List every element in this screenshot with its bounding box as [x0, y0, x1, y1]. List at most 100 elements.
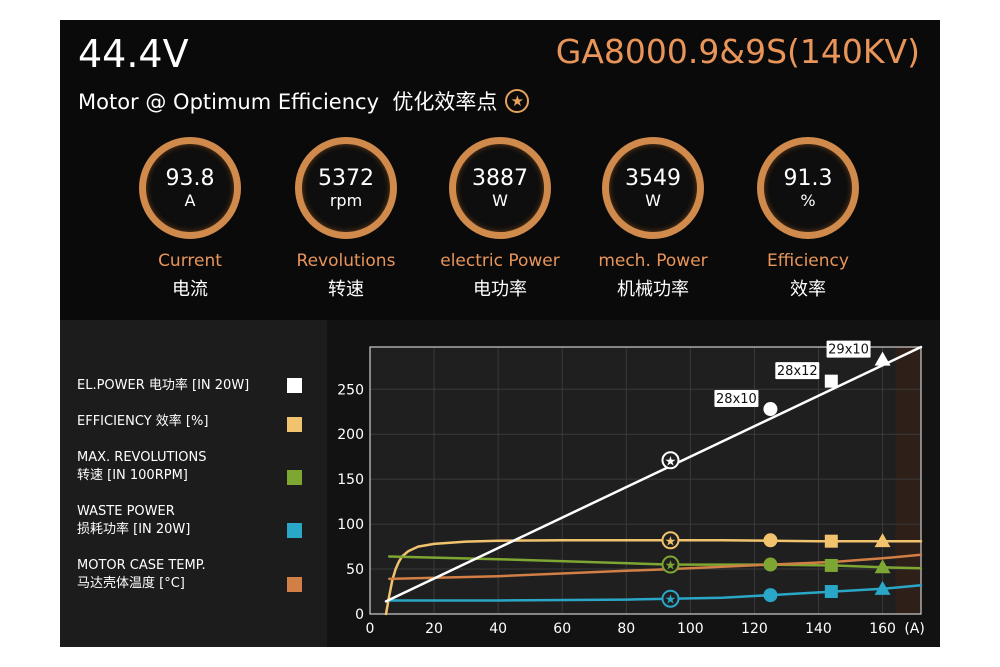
plot-frame — [369, 346, 922, 615]
gauge-ring: 5372 rpm — [295, 137, 397, 239]
gauge-ring: 91.3 % — [757, 137, 859, 239]
gauge-value: 93.8 — [165, 165, 215, 191]
marker-triangle — [874, 559, 891, 574]
x-tick-label: 100 — [677, 621, 704, 637]
y-tick-label: 250 — [337, 382, 364, 398]
prop-label: 28x12 — [777, 364, 818, 379]
gauge-label-cn: 机械功率 — [617, 279, 689, 300]
gauge-unit: % — [800, 190, 816, 210]
x-axis-label: (A) — [904, 621, 925, 637]
legend-swatch-el-power — [287, 378, 302, 393]
marker-square — [824, 558, 838, 572]
x-tick-label: 0 — [366, 621, 375, 637]
marker-circle — [763, 557, 778, 572]
gauge-label-cn: 电功率 — [473, 279, 527, 300]
x-tick-label: 60 — [553, 621, 571, 637]
legend-line: MOTOR CASE TEMP. — [77, 558, 206, 573]
legend-label-waste-power: WASTE POWER 损耗功率 [IN 20W] — [77, 503, 190, 539]
legend-label-el-power: EL.POWER 电功率 [IN 20W] — [77, 377, 249, 395]
marker-circle — [763, 533, 778, 548]
y-tick-label: 150 — [337, 472, 364, 488]
gauge-mech-power: 3549 W mech. Power 机械功率 — [575, 137, 731, 301]
series-waste-power — [387, 583, 923, 602]
marker-square — [824, 585, 838, 599]
marker-triangle — [874, 580, 891, 595]
x-tick-label: 160 — [869, 621, 896, 637]
chart-legend: EL.POWER 电功率 [IN 20W] EFFICIENCY 效率 [%] … — [60, 320, 327, 647]
y-tick-label: 200 — [337, 427, 364, 443]
prop-label: 28x10 — [716, 392, 757, 407]
gauge-label-cn: 转速 — [328, 279, 364, 300]
marker-optimum — [661, 451, 680, 470]
motor-model: GA8000.9&9S(140KV) — [555, 32, 920, 71]
summary-header: 44.4V GA8000.9&9S(140KV) Motor @ Optimum… — [60, 20, 940, 320]
marker-square — [824, 534, 838, 548]
gauge-value: 5372 — [318, 165, 374, 191]
gauge-label-cn: 效率 — [790, 279, 826, 300]
legend-line: MAX. REVOLUTIONS — [77, 450, 207, 465]
legend-label-revolutions: MAX. REVOLUTIONS 转速 [IN 100RPM] — [77, 449, 207, 485]
marker-circle — [763, 588, 778, 603]
legend-swatch-revolutions — [287, 470, 302, 485]
gauge-label-cn: 电流 — [172, 279, 208, 300]
gauge-label: Efficiency — [767, 251, 849, 271]
series-case-temp — [387, 553, 923, 581]
legend-label-efficiency: EFFICIENCY 效率 [%] — [77, 413, 208, 431]
legend-line: 转速 [IN 100RPM] — [77, 468, 188, 483]
star-icon: ★ — [665, 559, 677, 574]
gauge-value: 3549 — [625, 165, 681, 191]
gauge-value: 3887 — [472, 165, 528, 191]
gauge-unit: A — [184, 190, 196, 210]
y-tick-label: 100 — [337, 517, 364, 533]
gauge-label: electric Power — [440, 251, 560, 271]
prop-label-box — [775, 362, 820, 380]
prop-label-box — [826, 340, 871, 358]
marker-optimum — [661, 531, 680, 550]
legend-swatch-case-temp — [287, 577, 302, 592]
legend-swatch-efficiency — [287, 417, 302, 432]
legend-line: WASTE POWER — [77, 504, 175, 519]
gauge-label: mech. Power — [598, 251, 708, 271]
marker-triangle — [874, 351, 891, 366]
marker-optimum — [661, 555, 680, 574]
marker-square — [824, 374, 838, 388]
legend-line: EL.POWER 电功率 [IN 20W] — [77, 378, 250, 393]
page-subtitle: Motor @ Optimum Efficiency 优化效率点 ★ — [78, 86, 530, 116]
gauge-current: 93.8 A Current 电流 — [112, 137, 268, 301]
marker-triangle — [874, 533, 891, 548]
gauge-label: Current — [158, 251, 222, 271]
prop-label-box — [714, 390, 759, 408]
legend-line: 马达壳体温度 [°C] — [77, 576, 185, 591]
legend-line: EFFICIENCY 效率 [%] — [77, 414, 209, 429]
voltage-value: 44.4V — [78, 32, 189, 76]
gauge-unit: W — [492, 190, 508, 210]
legend-label-case-temp: MOTOR CASE TEMP. 马达壳体温度 [°C] — [77, 557, 206, 593]
gauge-ring: 3549 W — [602, 137, 704, 239]
star-icon: ★ — [665, 454, 677, 469]
overload-zone — [895, 347, 921, 614]
marker-optimum — [661, 589, 680, 608]
performance-chart: 0 50 100 150 200 250 0 20 40 60 80 100 120 140 160 (A) ★… — [337, 340, 925, 637]
gauge-ring: 93.8 A — [139, 137, 241, 239]
subtitle-text: Motor @ Optimum Efficiency 优化效率点 — [78, 90, 498, 114]
gauge-unit: W — [645, 190, 661, 210]
y-tick-label: 0 — [355, 607, 364, 623]
gauge-ring: 3887 W — [449, 137, 551, 239]
gauge-value: 91.3 — [783, 165, 833, 191]
star-icon: ★ — [665, 534, 677, 549]
star-circle-icon: ★ — [505, 89, 530, 113]
gauge-efficiency: 91.3 % Efficiency 效率 — [730, 137, 886, 301]
star-icon: ★ — [665, 593, 677, 608]
marker-circle — [763, 402, 778, 417]
x-tick-label: 140 — [805, 621, 832, 637]
dashboard-panel: 44.4V GA8000.9&9S(140KV) Motor @ Optimum… — [60, 20, 940, 647]
x-tick-label: 80 — [617, 621, 635, 637]
x-tick-label: 40 — [489, 621, 507, 637]
y-tick-label: 50 — [346, 562, 364, 578]
prop-label: 29x10 — [828, 343, 869, 358]
gauge-electric-power: 3887 W electric Power 电功率 — [422, 137, 578, 301]
x-tick-label: 120 — [741, 621, 768, 637]
legend-line: 损耗功率 [IN 20W] — [77, 522, 191, 537]
series-el-power — [384, 345, 923, 603]
gauge-revolutions: 5372 rpm Revolutions 转速 — [268, 137, 424, 301]
